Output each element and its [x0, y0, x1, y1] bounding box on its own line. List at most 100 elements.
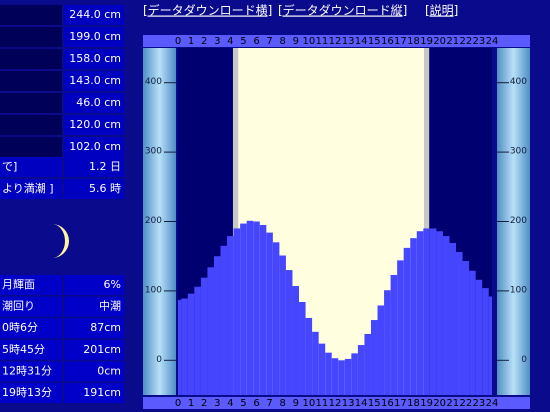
- tide-bar: [285, 270, 293, 395]
- tide-bar: [456, 252, 463, 395]
- tide-bar: [187, 293, 195, 395]
- row-value: 158.0 cm: [69, 52, 121, 65]
- hour-label-top: 24: [486, 36, 499, 47]
- tide-bar: [423, 228, 430, 395]
- hour-label-bottom: 18: [407, 398, 420, 409]
- label-cell: [0, 5, 62, 25]
- label-cell: [0, 318, 62, 339]
- tide-bar: [416, 231, 424, 395]
- value-cell: [64, 27, 124, 47]
- left-gauge-label: 400: [145, 77, 162, 87]
- hour-label-top: 5: [240, 36, 246, 47]
- hour-label-bottom: 20: [433, 398, 446, 409]
- hour-label-bottom: 7: [266, 398, 272, 409]
- tide-bar: [220, 245, 228, 395]
- hour-label-bottom: 13: [342, 398, 355, 409]
- hour-label-top: 23: [473, 36, 486, 47]
- hour-label-bottom: 4: [227, 398, 233, 409]
- hour-label-bottom: 8: [279, 398, 285, 409]
- tide-bar: [338, 360, 345, 395]
- tide-bar: [377, 305, 385, 395]
- hour-label-bottom: 24: [486, 398, 499, 409]
- value-cell: [64, 157, 124, 177]
- right-gauge-label: 300: [510, 147, 527, 157]
- value-cell: [64, 339, 124, 360]
- hour-label-bottom: 0: [175, 398, 181, 409]
- value-cell: [64, 296, 124, 317]
- hour-label-bottom: 17: [394, 398, 407, 409]
- label-cell: [0, 275, 62, 295]
- hour-label-bottom: 23: [473, 398, 486, 409]
- tide-bar: [403, 247, 411, 395]
- right-gauge-label: 100: [510, 285, 527, 295]
- tide-bar: [370, 320, 378, 395]
- row-value: 244.0 cm: [69, 8, 121, 21]
- row-value: 201cm: [83, 343, 121, 356]
- label-cell: [0, 361, 62, 382]
- row-value: 120.0 cm: [69, 118, 121, 131]
- hour-label-bottom: 1: [188, 398, 194, 409]
- tide-bar: [488, 296, 492, 395]
- row-value: 191cm: [83, 386, 121, 399]
- value-cell: [64, 49, 124, 69]
- tide-bar: [181, 298, 188, 395]
- hour-label-top: 16: [381, 36, 394, 47]
- tide-bar: [384, 290, 391, 395]
- left-gauge-label: 100: [145, 285, 162, 295]
- tide-bar: [213, 256, 221, 395]
- hour-label-top: 22: [459, 36, 472, 47]
- value-cell: [64, 137, 124, 157]
- value-cell: [64, 275, 124, 295]
- tide-bar: [482, 288, 489, 395]
- right-gauge-label: 400: [510, 77, 527, 87]
- moon-crescent: [52, 224, 69, 258]
- hour-label-top: 7: [266, 36, 272, 47]
- tide-bar: [272, 242, 280, 395]
- hour-label-top: 14: [355, 36, 368, 47]
- value-cell: [64, 179, 124, 199]
- row-value: 1.2 日: [89, 160, 121, 173]
- label-cell: [0, 137, 62, 157]
- value-cell: [64, 5, 124, 25]
- hour-label-top: 15: [368, 36, 381, 47]
- row-value: 中潮: [99, 299, 121, 313]
- hour-label-top: 12: [329, 36, 342, 47]
- moon: [52, 224, 69, 258]
- label-cell: [0, 27, 62, 47]
- hour-label-top: 10: [302, 36, 315, 47]
- label-cell: [0, 383, 62, 403]
- tide-bar: [227, 236, 234, 395]
- tide-bar: [390, 274, 398, 395]
- tide-bar: [305, 317, 313, 395]
- hour-label-top: 0: [175, 36, 181, 47]
- hour-label-bottom: 11: [316, 398, 329, 409]
- value-cell: [64, 115, 124, 135]
- hour-label-bottom: 16: [381, 398, 394, 409]
- row-label: 月輝面: [2, 278, 35, 291]
- hour-label-bottom: 19: [420, 398, 433, 409]
- hour-label-bottom: 10: [302, 398, 315, 409]
- hour-label-top: 4: [227, 36, 233, 47]
- hour-label-bottom: 9: [293, 398, 299, 409]
- download-link[interactable]: [説明]: [425, 3, 458, 18]
- left-gauge-label: 300: [145, 147, 162, 157]
- download-link[interactable]: [データダウンロード縦]: [278, 3, 407, 18]
- hour-label-top: 9: [293, 36, 299, 47]
- tide-bar: [351, 353, 358, 395]
- tide-bar: [397, 260, 404, 395]
- tide-bar: [442, 236, 450, 395]
- tide-bar: [292, 286, 300, 395]
- label-cell: [0, 49, 62, 69]
- tide-bar: [246, 220, 254, 395]
- right-gauge-label: 0: [521, 355, 527, 365]
- tide-bar: [200, 277, 208, 395]
- hour-label-bottom: 22: [459, 398, 472, 409]
- hour-label-top: 6: [253, 36, 259, 47]
- tide-bar: [266, 232, 273, 395]
- hour-label-bottom: 21: [446, 398, 459, 409]
- tide-bar: [357, 345, 365, 395]
- label-cell: [0, 115, 62, 135]
- download-link[interactable]: [データダウンロード横]: [143, 3, 272, 18]
- tide-bar: [469, 270, 476, 395]
- hour-label-bottom: 2: [201, 398, 207, 409]
